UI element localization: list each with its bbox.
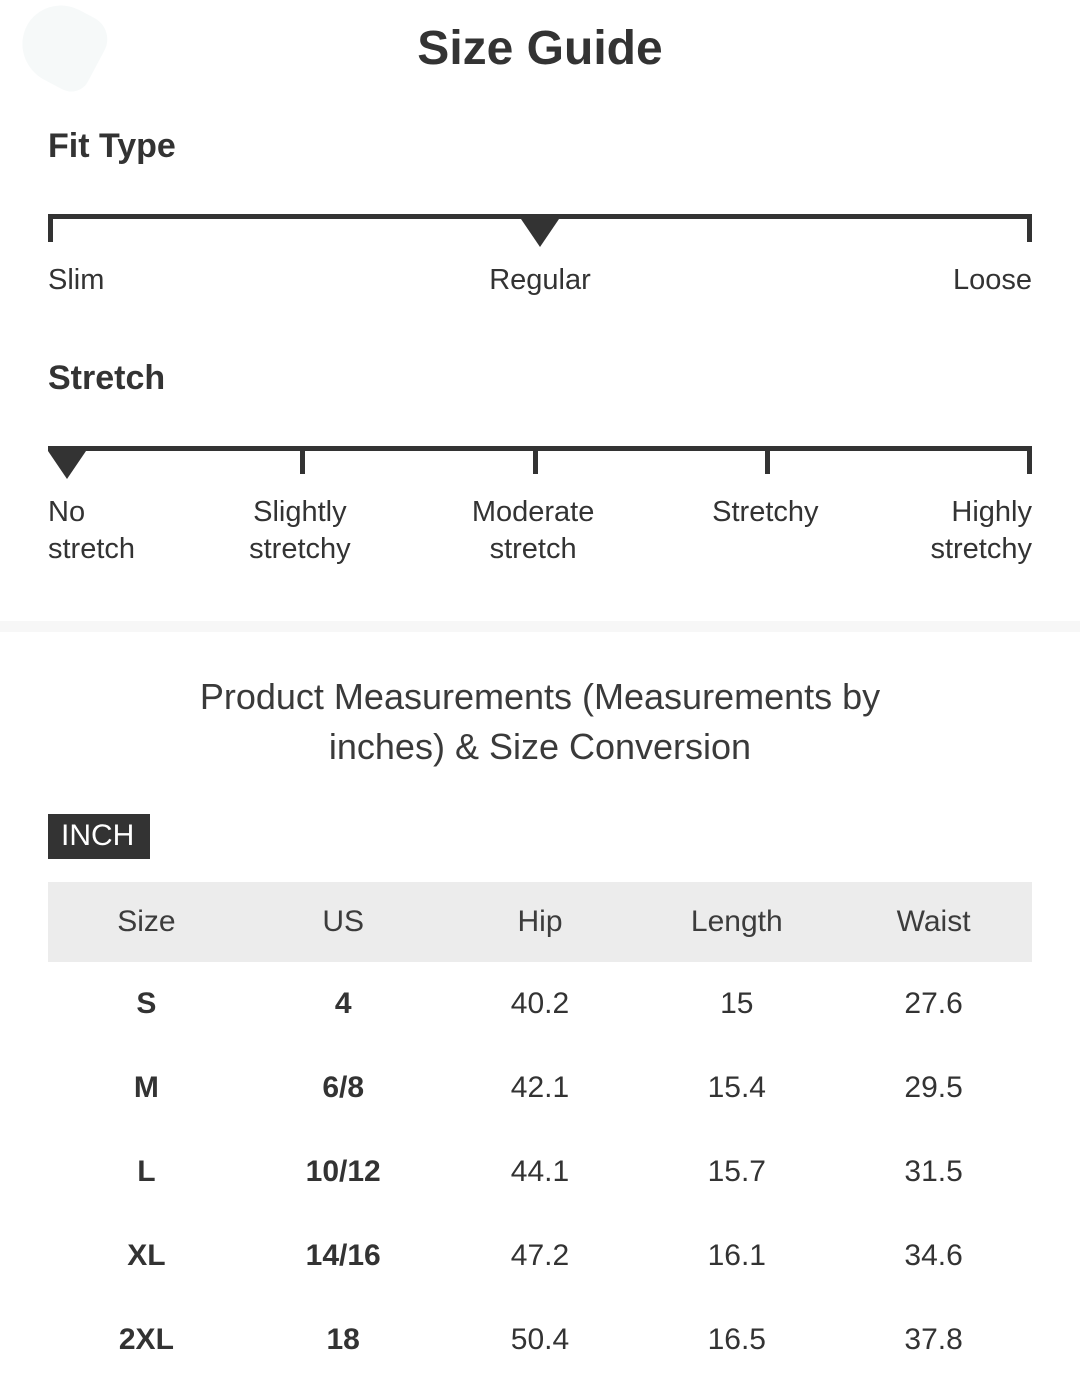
table-cell-hip: 47.2 [510,1239,570,1272]
table-cell-size: 2XL [118,1323,174,1356]
table-cell-length: 15.4 [707,1071,766,1104]
table-cell-waist: 37.8 [904,1323,963,1356]
stretch-label-highly-stretchy: Highly stretchy [930,496,1032,565]
table-cell-size: L [137,1155,156,1188]
table-cell-us: 14/16 [305,1239,381,1272]
fit-type-label-regular: Regular [489,264,591,296]
table-cell-hip: 42.1 [510,1071,570,1104]
table-cell-size: XL [127,1239,166,1272]
fit-type-scale-right-tick [1027,214,1032,242]
fit-type-label-loose: Loose [952,264,1032,296]
fit-type-heading: Fit Type [48,127,176,165]
stretch-label-slightly-stretchy: Slightly stretchy [249,496,351,565]
table-cell-length: 16.1 [707,1239,766,1272]
column-header-us: US [322,905,365,938]
unit-inch-badge[interactable]: INCH [48,814,151,859]
size-table: Size US Hip Length Waist S 4 40.2 15 27.… [48,882,1032,1382]
table-cell-us: 10/12 [305,1155,381,1188]
column-header-hip: Hip [517,905,563,938]
column-header-size: Size [117,905,176,938]
table-row: M 6/8 42.1 15.4 29.5 [48,1046,1032,1130]
page-title: Size Guide [417,22,663,75]
table-cell-waist: 29.5 [904,1071,963,1104]
table-row: L 10/12 44.1 15.7 31.5 [48,1130,1032,1214]
table-header-row: Size US Hip Length Waist [48,882,1032,962]
table-cell-hip: 44.1 [510,1155,570,1188]
stretch-scale [48,446,1032,479]
table-cell-length: 16.5 [707,1323,766,1356]
table-row: S 4 40.2 15 27.6 [48,962,1032,1046]
stretch-scale-tick-3 [765,446,771,474]
table-cell-us: 18 [326,1323,360,1356]
measurements-heading: Product Measurements (Measurements by in… [199,676,881,767]
column-header-length: Length [690,905,783,938]
table-cell-size: M [133,1071,159,1104]
stretch-marker-triangle-icon [48,451,86,479]
table-cell-waist: 27.6 [904,987,963,1020]
column-header-waist: Waist [896,905,971,938]
table-cell-us: 4 [334,987,352,1020]
table-cell-waist: 34.6 [904,1239,963,1272]
fit-type-scale [48,214,1032,247]
stretch-scale-tick-2 [533,446,539,474]
table-cell-size: S [136,987,157,1020]
stretch-scale-line [48,446,1032,451]
fit-type-scale-line [48,214,1032,219]
table-cell-us: 6/8 [322,1071,365,1104]
stretch-label-stretchy: Stretchy [712,496,819,528]
table-cell-length: 15 [720,987,754,1020]
stretch-scale-tick-1 [299,446,305,474]
fit-type-scale-left-tick [48,214,53,242]
stretch-heading: Stretch [48,359,166,397]
table-cell-waist: 31.5 [904,1155,963,1188]
fit-type-label-slim: Slim [48,264,105,296]
stretch-labels: No stretch Slightly stretchy Moderate st… [48,494,1032,578]
fit-type-labels: Slim Regular Loose [48,262,1032,302]
stretch-label-moderate-stretch: Moderate stretch [471,496,595,565]
table-row: 2XL 18 50.4 16.5 37.8 [48,1298,1032,1382]
table-cell-hip: 50.4 [510,1323,570,1356]
table-row: XL 14/16 47.2 16.1 34.6 [48,1214,1032,1298]
stretch-scale-right-tick [1027,446,1032,474]
stretch-label-no-stretch: No stretch [48,496,136,565]
section-divider [0,621,1080,632]
fit-type-marker-triangle-icon [521,219,559,247]
table-cell-hip: 40.2 [510,987,570,1020]
table-cell-length: 15.7 [707,1155,766,1188]
